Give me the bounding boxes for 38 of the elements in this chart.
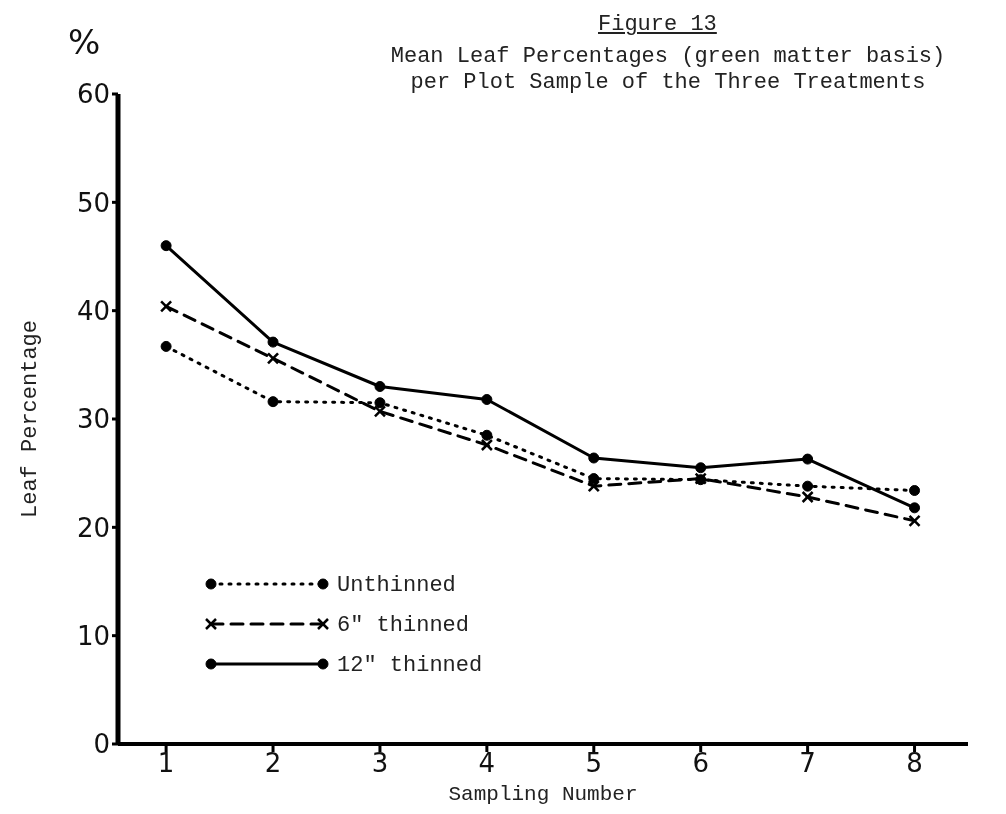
- chart-subtitle: Mean Leaf Percentages (green matter basis) per Plot Sample of the Three Treatments: [389, 44, 947, 96]
- point: [160, 240, 172, 252]
- legend-label: 12" thinned: [337, 653, 483, 678]
- point: [695, 462, 707, 474]
- point: [267, 396, 279, 408]
- point: [802, 480, 814, 492]
- x-tick-label: 5: [585, 748, 603, 779]
- chart-title: Figure 13: [598, 12, 717, 37]
- x-tick-label: 6: [692, 748, 709, 779]
- y-tick-label: 10: [76, 620, 110, 651]
- x-tick-label: 4: [478, 748, 496, 779]
- point: [909, 502, 921, 514]
- x-axis-title: Sampling Number: [448, 783, 638, 806]
- x-tick-label: 1: [157, 748, 175, 779]
- y-tick-label: 40: [76, 295, 110, 326]
- x-tick-label: 8: [906, 748, 923, 779]
- point: [374, 397, 386, 409]
- point: [374, 381, 386, 392]
- y-tick-label: 0: [93, 729, 110, 760]
- x-tick-label: 3: [371, 748, 389, 779]
- y-axis-title: Leaf Percentage: [17, 319, 43, 519]
- y-tick-label: 20: [76, 512, 110, 543]
- text: %: [68, 22, 101, 62]
- point: [802, 453, 814, 465]
- point: [588, 452, 600, 464]
- y-tick-label: 60: [76, 79, 110, 110]
- legend-label: Unthinned: [337, 573, 456, 598]
- x-tick-label: 7: [799, 748, 816, 779]
- point: [481, 394, 493, 405]
- point: [481, 429, 493, 441]
- point: [267, 336, 279, 348]
- x-tick-label: 2: [264, 748, 282, 779]
- point: [160, 340, 172, 352]
- legend-label: 6" thinned: [337, 613, 470, 638]
- point: [909, 485, 921, 496]
- point: [588, 473, 600, 485]
- y-tick-label: 30: [76, 404, 110, 435]
- y-tick-label: 50: [76, 187, 110, 218]
